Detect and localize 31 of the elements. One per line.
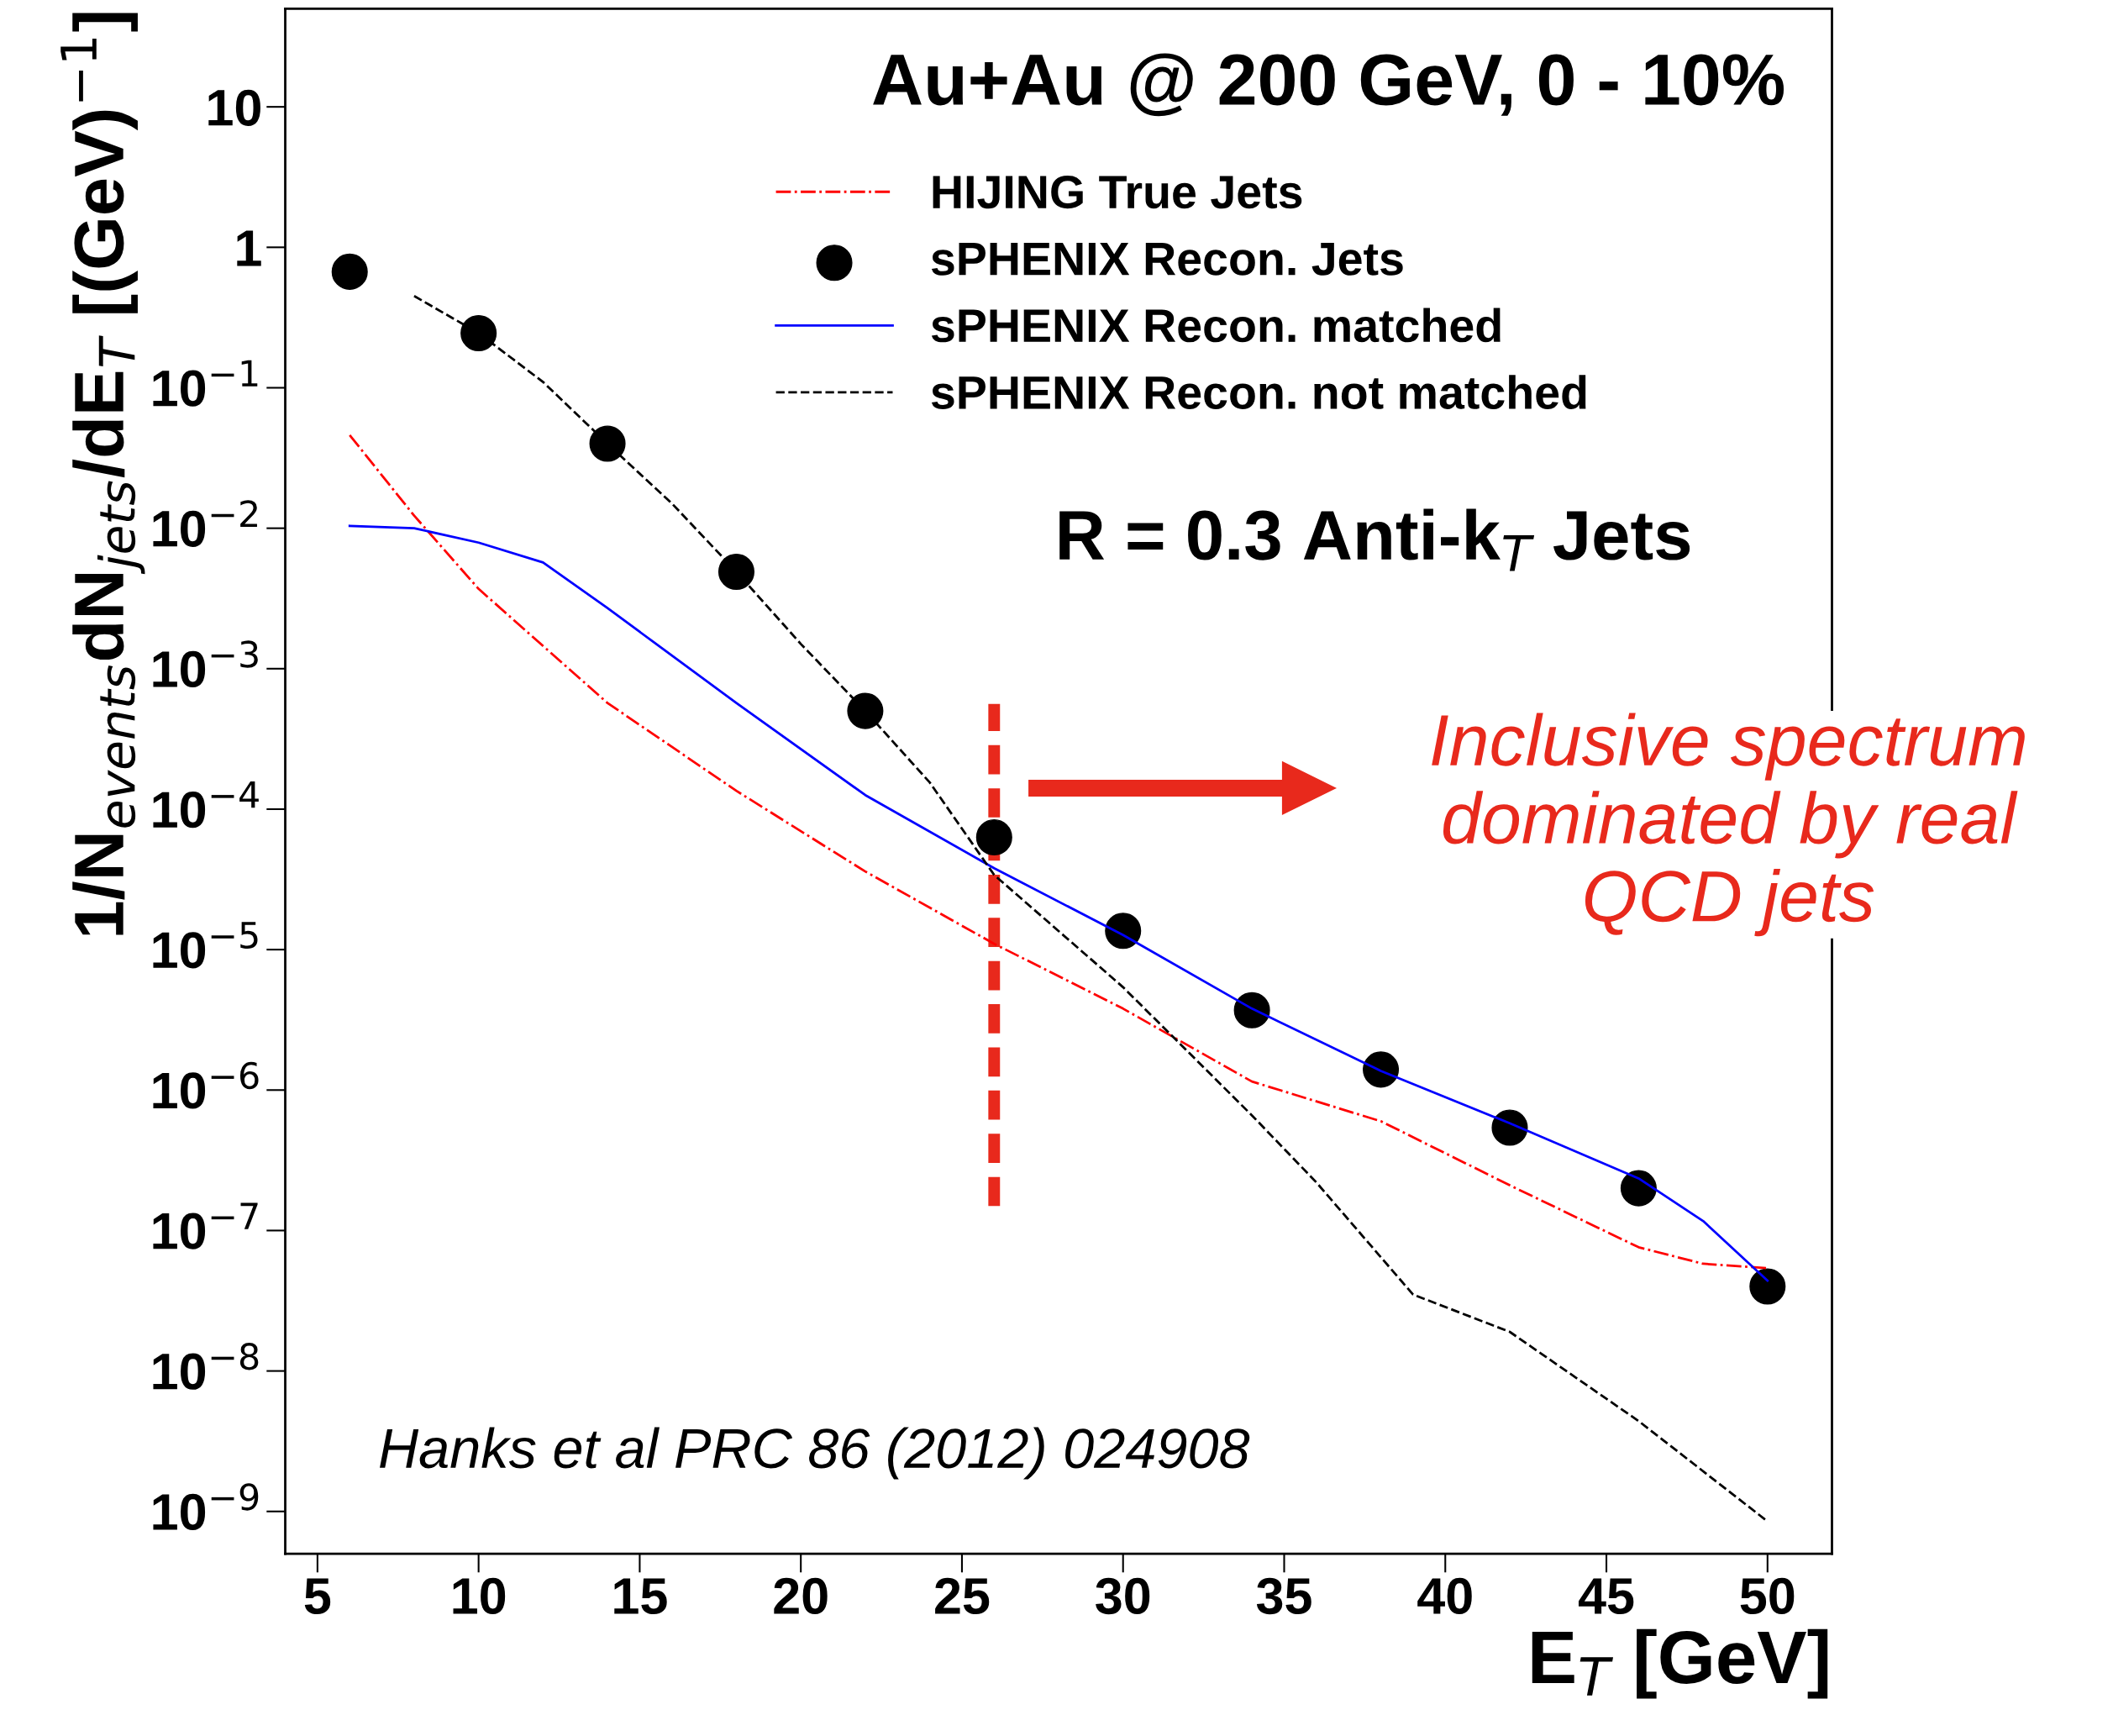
annotation: Hanks et al PRC 86 (2012) 024908 bbox=[380, 1427, 1250, 1480]
legend-label: sPHENIX Recon. not matched bbox=[931, 375, 1586, 409]
x-tick-label: 10 bbox=[453, 1577, 506, 1615]
annotation: Inclusive spectrum dominated by real QCD jets bbox=[1432, 713, 2025, 937]
y-tick-label: 10$^{−4}$ bbox=[153, 781, 259, 829]
x-axis-title: E$_{T}$ [GeV] bbox=[1532, 1628, 1828, 1699]
legend-label: HIJING True Jets bbox=[933, 175, 1302, 209]
y-tick-label: 10$^{−6}$ bbox=[153, 1061, 259, 1109]
x-tick-label: 20 bbox=[774, 1577, 828, 1615]
annotation: Au+Au @ 200 GeV, 0 - 10% bbox=[873, 53, 1784, 117]
x-tick-label: 30 bbox=[1096, 1577, 1150, 1615]
y-tick-label: 10$^{−5}$ bbox=[153, 922, 258, 969]
legend-label: sPHENIX Recon. matched bbox=[931, 308, 1501, 343]
x-tick-label: 5 bbox=[304, 1578, 331, 1615]
y-tick-label: 10$^{−2}$ bbox=[153, 500, 257, 547]
x-tick-label: 40 bbox=[1417, 1577, 1472, 1615]
x-tick-label: 15 bbox=[614, 1578, 667, 1615]
y-tick-label: 10$^{−8}$ bbox=[153, 1343, 259, 1390]
y-tick-label: 10$^{−3}$ bbox=[153, 640, 258, 688]
y-tick-label: 1 bbox=[237, 230, 261, 266]
x-tick-label: 35 bbox=[1256, 1577, 1311, 1615]
y-tick-label: 10$^{−9}$ bbox=[153, 1483, 259, 1531]
text: 1/N$_{events}$dN$_{jets}$/dE$_{T}$ [(GeV)$^{−1}$] bbox=[60, 13, 145, 935]
annotation: R = 0.3 Anti-k$_{T}$ Jets bbox=[1059, 508, 1690, 571]
legend-label: sPHENIX Recon. Jets bbox=[931, 243, 1403, 276]
x-tick-label: 25 bbox=[935, 1577, 990, 1615]
y-tick-label: 10$^{−7}$ bbox=[153, 1202, 258, 1249]
x-tick-label: 45 bbox=[1578, 1578, 1634, 1615]
y-tick-label: 10 bbox=[208, 89, 260, 126]
x-tick-label: 50 bbox=[1740, 1577, 1795, 1615]
y-tick-label: 10$^{−1}$ bbox=[153, 360, 258, 407]
